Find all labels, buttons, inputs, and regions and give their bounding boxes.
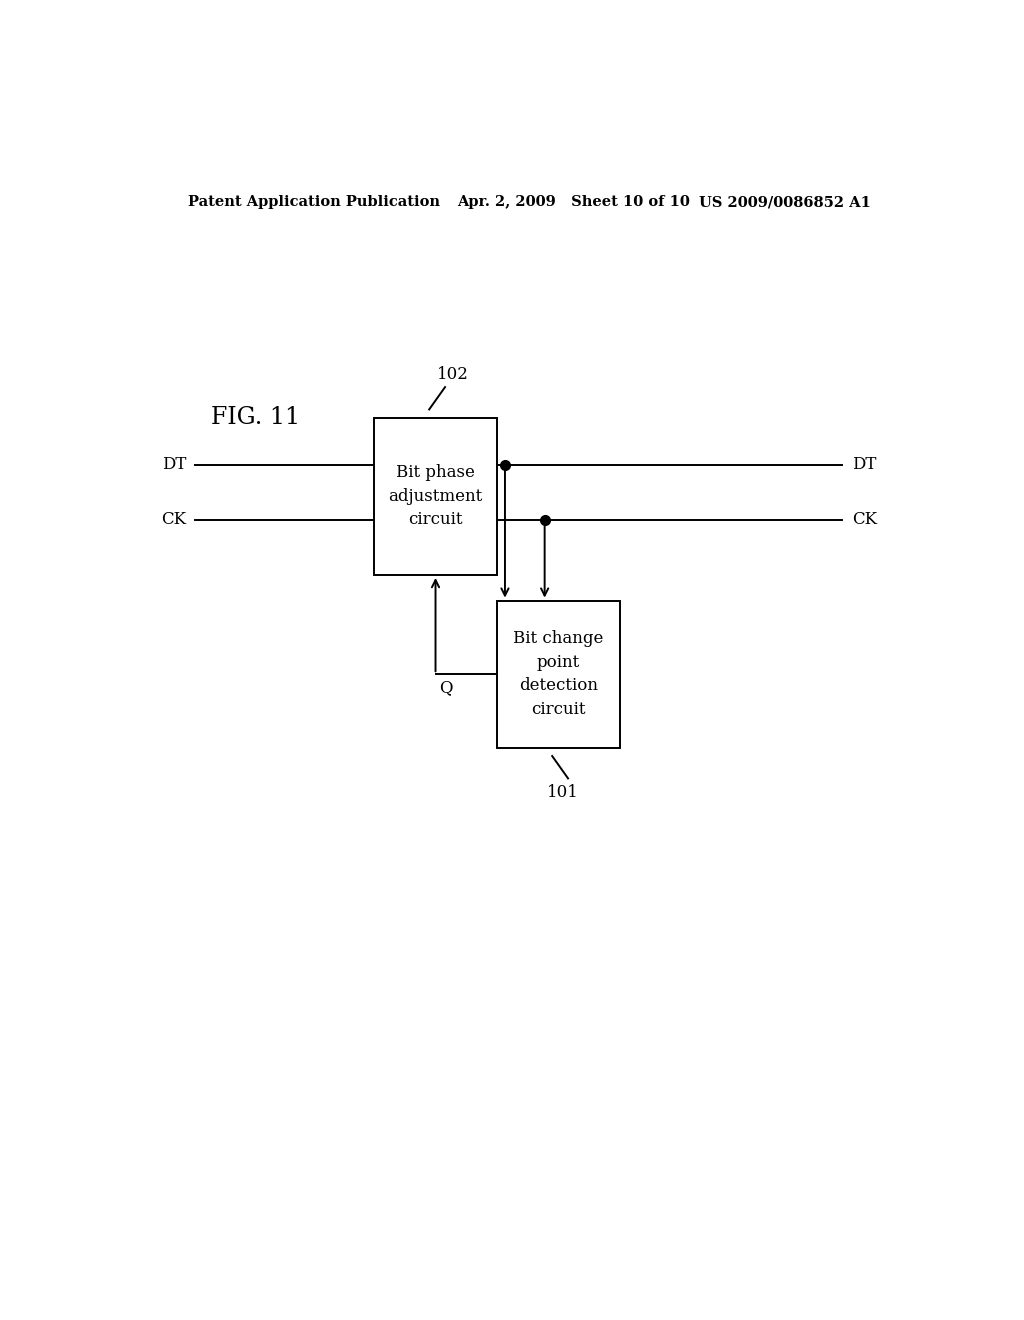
Text: CK: CK [161, 511, 186, 528]
Text: Q: Q [439, 680, 453, 697]
Bar [374, 417, 497, 576]
Text: Bit phase
adjustment
circuit: Bit phase adjustment circuit [388, 465, 482, 528]
Text: DT: DT [162, 457, 186, 474]
Text: CK: CK [852, 511, 877, 528]
Text: DT: DT [852, 457, 877, 474]
Bar [497, 601, 621, 748]
Text: 101: 101 [547, 784, 579, 801]
Text: Bit change
point
detection
circuit: Bit change point detection circuit [513, 631, 604, 718]
Text: Patent Application Publication: Patent Application Publication [187, 195, 439, 209]
Text: FIG. 11: FIG. 11 [211, 407, 300, 429]
Text: 102: 102 [437, 367, 469, 383]
Text: US 2009/0086852 A1: US 2009/0086852 A1 [699, 195, 871, 209]
Text: Apr. 2, 2009   Sheet 10 of 10: Apr. 2, 2009 Sheet 10 of 10 [458, 195, 690, 209]
